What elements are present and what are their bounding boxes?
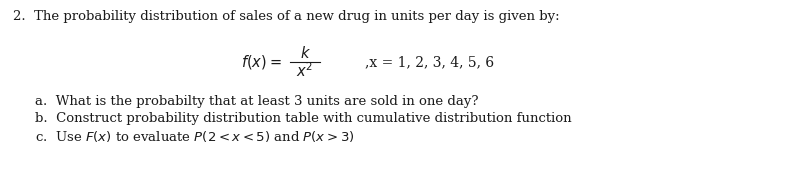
Text: $x^2$: $x^2$ xyxy=(296,62,313,80)
Text: 2.  The probability distribution of sales of a new drug in units per day is give: 2. The probability distribution of sales… xyxy=(13,10,559,23)
Text: c.  Use $F(x)$ to evaluate $P(2 < x < 5)$ and $P(x > 3)$: c. Use $F(x)$ to evaluate $P(2 < x < 5)$… xyxy=(35,129,355,144)
Text: a.  What is the probabilty that at least 3 units are sold in one day?: a. What is the probabilty that at least … xyxy=(35,95,478,108)
Text: b.  Construct probability distribution table with cumulative distribution functi: b. Construct probability distribution ta… xyxy=(35,112,571,125)
Text: ,x = 1, 2, 3, 4, 5, 6: ,x = 1, 2, 3, 4, 5, 6 xyxy=(365,55,494,69)
Text: $f(x) =$: $f(x) =$ xyxy=(241,53,282,71)
Text: $k$: $k$ xyxy=(300,46,311,62)
